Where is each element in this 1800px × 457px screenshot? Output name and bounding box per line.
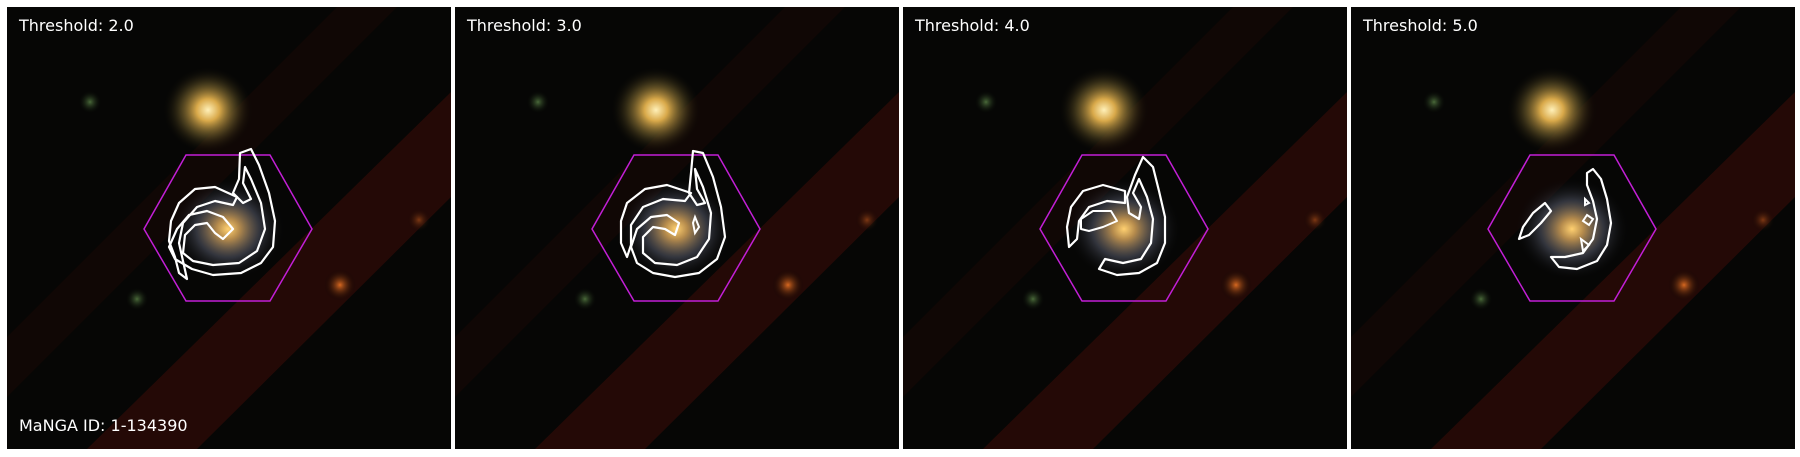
manga-id-label: MaNGA ID: 1-134390 — [19, 416, 188, 435]
green-star — [1469, 287, 1493, 311]
red-star — [772, 269, 804, 301]
arm-contour — [619, 183, 693, 259]
arm-contour — [1080, 210, 1118, 232]
companion-galaxy — [1506, 66, 1598, 154]
panel-threshold-3: Threshold: 3.0 — [455, 7, 899, 449]
panel-threshold-2: Threshold: 2.0 MaNGA ID: 1-134390 — [7, 7, 451, 449]
arm-contour — [167, 147, 277, 277]
red-star — [1303, 208, 1327, 232]
companion-galaxy — [1058, 66, 1150, 154]
red-star — [324, 269, 356, 301]
green-star — [1021, 287, 1045, 311]
arm-contour — [1584, 196, 1591, 207]
green-star — [526, 90, 550, 114]
galaxy-image — [903, 7, 1347, 449]
green-star — [974, 90, 998, 114]
panel-threshold-4: Threshold: 4.0 — [903, 7, 1347, 449]
galaxy-image — [7, 7, 451, 449]
panel-threshold-5: Threshold: 5.0 — [1351, 7, 1795, 449]
galaxy-image — [455, 7, 899, 449]
arm-contour — [691, 214, 701, 236]
ifu-hexagon — [1039, 154, 1209, 302]
red-star — [1668, 269, 1700, 301]
ifu-hexagon — [591, 154, 761, 302]
arm-contour — [629, 149, 727, 279]
red-band — [1431, 92, 1795, 449]
companion-galaxy — [610, 66, 702, 154]
threshold-label: Threshold: 5.0 — [1363, 16, 1478, 35]
ifu-hexagon — [1487, 154, 1657, 302]
arm-contour — [1097, 155, 1167, 277]
arm-contour — [1065, 183, 1127, 249]
arm-contour — [1549, 167, 1613, 271]
target-galaxy — [1514, 177, 1630, 281]
red-star — [407, 208, 431, 232]
green-star — [1422, 90, 1446, 114]
companion-galaxy — [162, 66, 254, 154]
red-star — [855, 208, 879, 232]
red-star — [1751, 208, 1775, 232]
red-band — [535, 92, 899, 449]
target-galaxy — [170, 177, 286, 281]
target-galaxy — [1066, 177, 1182, 281]
green-star — [573, 287, 597, 311]
threshold-label: Threshold: 2.0 — [19, 16, 134, 35]
red-star — [1220, 269, 1252, 301]
arm-contour — [1517, 201, 1553, 241]
green-star — [78, 90, 102, 114]
threshold-label: Threshold: 4.0 — [915, 16, 1030, 35]
arm-contour — [1581, 213, 1595, 227]
red-band — [983, 92, 1347, 449]
arm-contour — [167, 185, 239, 281]
galaxy-image — [1351, 7, 1795, 449]
red-band — [87, 92, 451, 449]
ifu-hexagon — [143, 154, 313, 302]
green-star — [125, 287, 149, 311]
threshold-label: Threshold: 3.0 — [467, 16, 582, 35]
arm-contour — [1579, 236, 1591, 254]
